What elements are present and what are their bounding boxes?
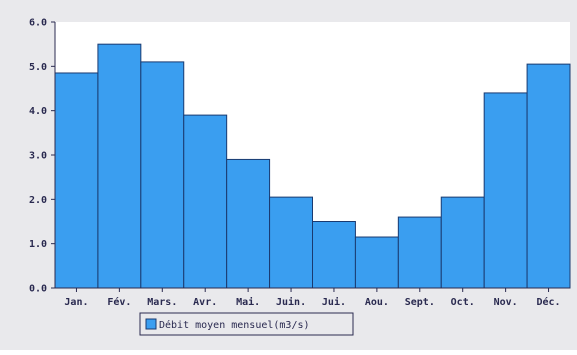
y-tick-label-0: 0.0 — [29, 284, 47, 295]
bar-3 — [183, 114, 228, 289]
bar-11 — [526, 63, 571, 289]
bar-7 — [354, 236, 399, 289]
axes-group: 0.0 1.0 2.0 3.0 4.0 5.0 6.0 Jan. Fév. Mars. Avr. Ma… — [29, 18, 570, 308]
x-tick-label-1: Fév. — [107, 296, 131, 308]
bar-2 — [140, 61, 185, 289]
legend: Débit moyen mensuel(m3/s) — [139, 312, 354, 336]
legend-box — [139, 312, 354, 336]
x-tick-label-4: Mai. — [236, 296, 260, 308]
y-tick-label-2: 2.0 — [29, 195, 47, 206]
bar-9 — [440, 196, 485, 289]
x-tick-label-10: Nov. — [494, 297, 518, 308]
x-tick-label-8: Sept. — [405, 297, 435, 308]
legend-swatch — [145, 318, 157, 330]
x-tick-label-9: Oct. — [451, 297, 475, 308]
bars-group — [54, 43, 571, 289]
x-tick-label-5: Juin. — [276, 296, 306, 308]
bar-6 — [312, 221, 356, 289]
legend-label: Débit moyen mensuel(m3/s) — [159, 319, 310, 331]
x-tick-label-2: Mars. — [147, 297, 177, 308]
bar-1 — [97, 43, 142, 289]
bar-4 — [226, 158, 271, 289]
y-tick-label-3: 3.0 — [29, 151, 47, 162]
y-tick-label-6: 6.0 — [29, 18, 47, 29]
y-tick-label-1: 1.0 — [29, 239, 47, 250]
x-tick-label-11: Déc. — [536, 296, 560, 308]
bar-5 — [269, 196, 313, 289]
y-tick-label-4: 4.0 — [29, 106, 47, 117]
bar-0 — [54, 72, 99, 289]
x-tick-label-3: Avr. — [193, 297, 217, 308]
bar-10 — [483, 92, 528, 289]
y-tick-label-5: 5.0 — [29, 62, 47, 73]
x-tick-label-6: Jui. — [322, 296, 346, 308]
x-tick-label-7: Aou. — [365, 297, 389, 308]
bar-8 — [397, 216, 442, 289]
x-tick-label-0: Jan. — [64, 297, 88, 308]
